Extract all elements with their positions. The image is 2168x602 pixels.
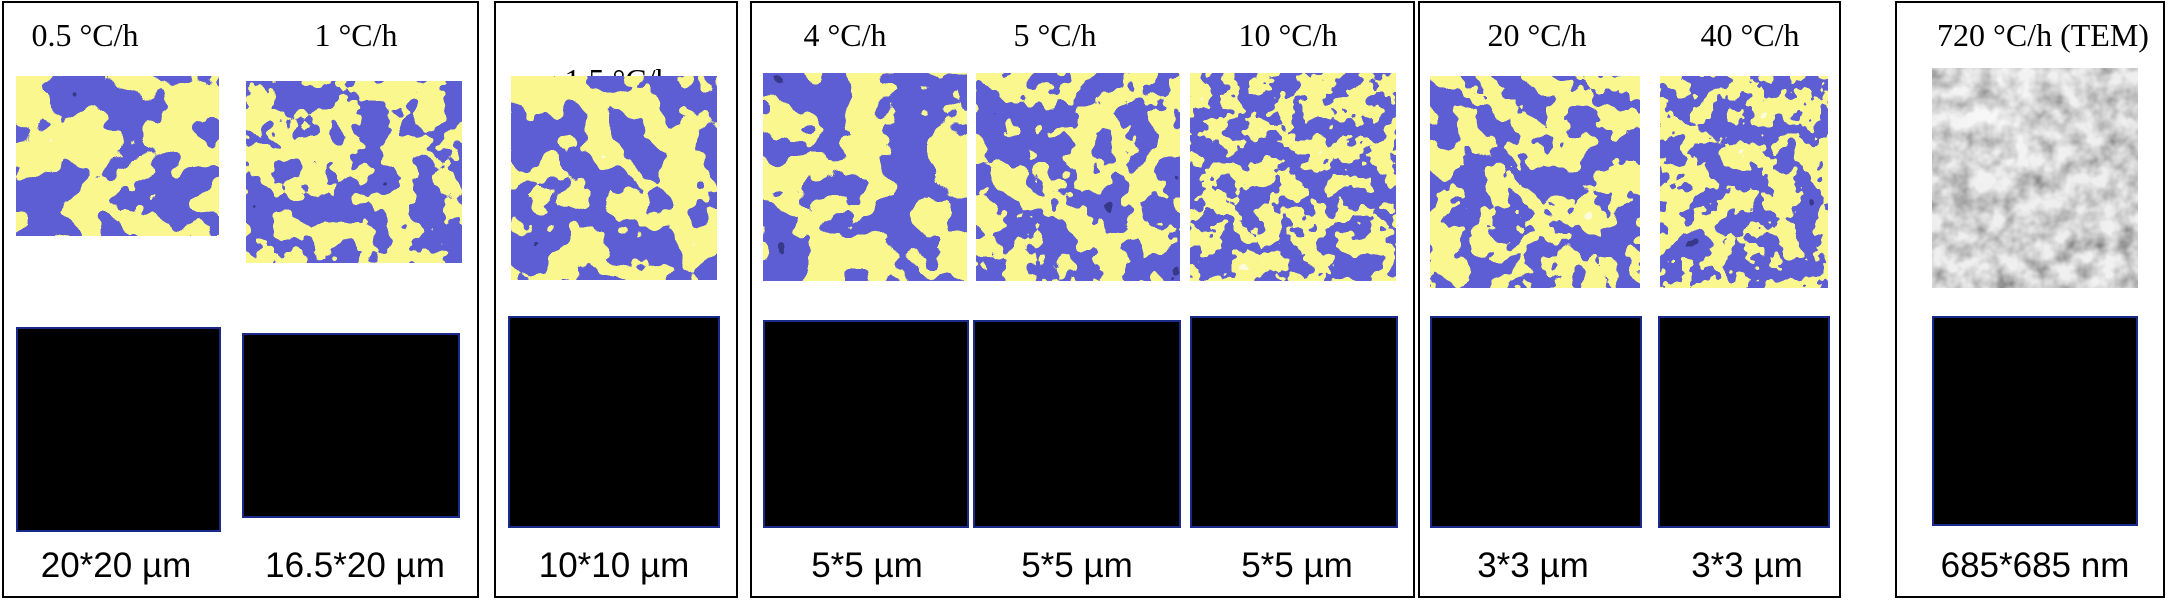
- binary-image: [16, 327, 221, 532]
- afm-image: [511, 76, 717, 280]
- binary-image: [973, 320, 1181, 528]
- tem-image: [1932, 68, 2138, 288]
- rate-label: 10 °C/h: [1238, 17, 1338, 53]
- scale-label: 20*20 µm: [40, 546, 192, 585]
- scale-label: 16.5*20 µm: [265, 546, 445, 585]
- binary-image: [1190, 316, 1398, 528]
- binary-image: [1932, 316, 2138, 526]
- scale-label: 3*3 µm: [1691, 546, 1803, 585]
- scale-label: 5*5 µm: [811, 546, 923, 585]
- binary-image: [763, 320, 969, 528]
- afm-image: [1660, 76, 1828, 288]
- afm-image: [1430, 76, 1640, 288]
- rate-label: 4 °C/h: [803, 17, 887, 53]
- afm-image: [1190, 73, 1396, 281]
- afm-image: [763, 73, 967, 281]
- scale-label: 3*3 µm: [1477, 546, 1589, 585]
- scale-label: 5*5 µm: [1241, 546, 1353, 585]
- afm-image: [16, 76, 219, 236]
- rate-label: 40 °C/h: [1700, 17, 1800, 53]
- binary-image: [242, 333, 460, 518]
- scale-label: 10*10 µm: [538, 546, 690, 585]
- binary-image: [1430, 316, 1642, 528]
- rate-label: 0.5 °C/h: [31, 17, 139, 53]
- rate-label: 720 °C/h (TEM): [1937, 17, 2149, 53]
- scale-label: 5*5 µm: [1021, 546, 1133, 585]
- rate-label: 1 °C/h: [314, 17, 398, 53]
- binary-image: [508, 316, 720, 528]
- rate-label: 5 °C/h: [1013, 17, 1097, 53]
- rate-label: 20 °C/h: [1487, 17, 1587, 53]
- afm-image: [976, 73, 1180, 281]
- afm-image: [246, 81, 462, 263]
- scale-label: 685*685 nm: [1940, 546, 2130, 585]
- binary-image: [1658, 316, 1830, 528]
